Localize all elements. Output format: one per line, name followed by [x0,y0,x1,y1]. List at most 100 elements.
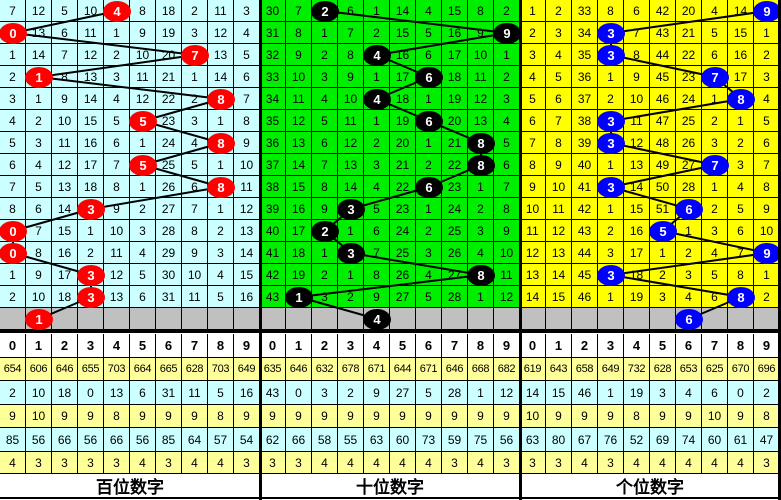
omission-cell: 3 [598,242,624,264]
omission-cell: 1 [494,44,520,66]
omission-cell: 10 [78,0,104,22]
omission-cell: 15 [78,110,104,132]
omission-cell: 2 [702,110,728,132]
omission-cell: 2 [520,22,546,44]
omission-cell: 2 [416,154,442,176]
omission-cell: 3 [234,0,260,22]
omission-cell: 34 [572,22,598,44]
pending-cell [312,308,338,330]
stat-cell: 628 [650,358,676,381]
omission-cell: 36 [260,132,286,154]
omission-cell: 4 [130,242,156,264]
draw-ball: 1 [285,286,313,308]
stat-cell: 64 [182,428,208,452]
stat-cell: 3 [598,452,624,474]
omission-cell: 5 [0,132,26,154]
omission-cell: 1 [78,220,104,242]
draw-ball: 8 [467,264,495,286]
omission-cell: 8 [494,198,520,220]
pending-cell [234,308,260,330]
stat-cell: 4 [182,452,208,474]
omission-cell: 7 [520,132,546,154]
draw-ball: 8 [727,286,755,308]
omission-cell: 9 [520,176,546,198]
stat-cell: 63 [520,428,546,452]
stat-cell: 6 [702,381,728,405]
digit-header: 2 [572,334,598,358]
stat-cell: 671 [364,358,390,381]
omission-cell: 7 [234,88,260,110]
omission-cell: 4 [364,176,390,198]
omission-cell: 22 [156,88,182,110]
draw-ball: 6 [415,66,443,88]
omission-cell: 10 [338,88,364,110]
omission-cell: 7 [728,242,754,264]
stat-cell: 646 [52,358,78,381]
omission-cell: 10 [234,154,260,176]
pending-cell [754,308,780,330]
stat-cell: 670 [728,358,754,381]
omission-cell: 8 [104,176,130,198]
omission-cell: 2 [650,264,676,286]
omission-cell: 23 [676,66,702,88]
draw-ball: 5 [129,110,157,132]
stat-cell: 646 [442,358,468,381]
digit-header: 8 [208,334,234,358]
omission-cell: 39 [260,198,286,220]
omission-cell: 1 [598,286,624,308]
omission-cell: 9 [234,132,260,154]
omission-cell: 27 [442,264,468,286]
omission-cell: 13 [52,176,78,198]
stat-cell: 55 [338,428,364,452]
draw-ball: 8 [207,132,235,154]
omission-cell: 6 [338,0,364,22]
omission-cell: 11 [468,66,494,88]
pending-cell [416,308,442,330]
stat-cell: 60 [702,428,728,452]
draw-ball: 5 [649,220,677,242]
stat-cell: 16 [234,381,260,405]
omission-cell: 12 [26,0,52,22]
omission-cell: 18 [156,0,182,22]
omission-cell: 43 [572,220,598,242]
omission-cell: 2 [754,286,780,308]
stat-cell: 8 [208,405,234,428]
omission-cell: 4 [234,22,260,44]
omission-cell: 4 [702,242,728,264]
omission-cell: 6 [182,176,208,198]
omission-cell: 15 [390,22,416,44]
draw-ball: 0 [0,242,27,264]
stat-cell: 60 [390,428,416,452]
omission-cell: 22 [442,154,468,176]
omission-cell: 19 [286,264,312,286]
stat-cell: 653 [676,358,702,381]
stat-cell: 3 [754,452,780,474]
omission-cell: 1 [0,44,26,66]
stat-cell: 43 [260,381,286,405]
omission-cell: 6 [0,154,26,176]
omission-cell: 33 [260,66,286,88]
omission-cell: 8 [520,154,546,176]
stat-cell: 4 [650,452,676,474]
omission-cell: 1 [754,264,780,286]
draw-ball: 6 [415,110,443,132]
omission-cell: 8 [728,264,754,286]
omission-cell: 13 [546,242,572,264]
stat-cell: 635 [260,358,286,381]
omission-cell: 1 [416,198,442,220]
draw-ball: 1 [25,308,53,330]
stat-cell: 66 [104,428,130,452]
omission-cell: 13 [104,286,130,308]
omission-cell: 8 [624,44,650,66]
omission-cell: 12 [338,132,364,154]
stat-cell: 14 [520,381,546,405]
stat-cell: 8 [104,405,130,428]
omission-cell: 10 [182,264,208,286]
draw-ball: 6 [675,198,703,220]
omission-cell: 18 [78,176,104,198]
draw-ball: 3 [337,242,365,264]
omission-cell: 49 [650,154,676,176]
omission-cell: 2 [208,220,234,242]
omission-cell: 4 [494,110,520,132]
stat-cell: 649 [598,358,624,381]
